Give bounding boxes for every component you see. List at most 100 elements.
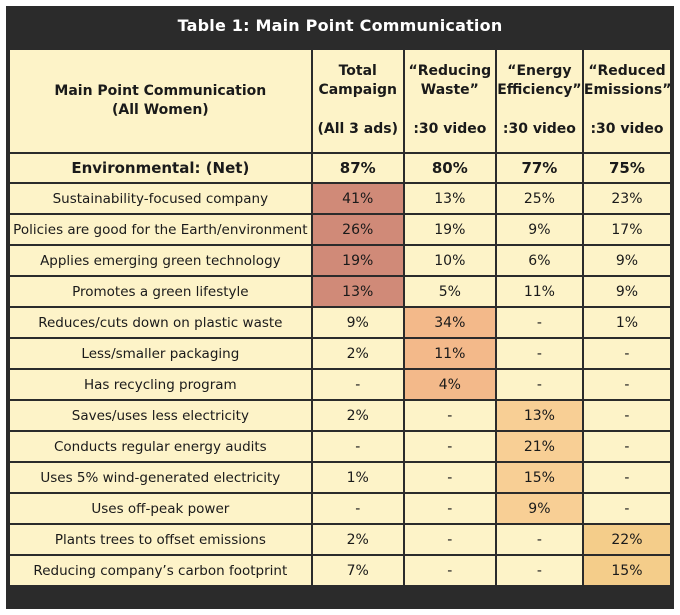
cell-energy: 15% [496,463,582,492]
cell-total: 2% [312,401,403,430]
header-label-line2: (All Women) [111,102,209,118]
cell-energy: - [496,525,582,554]
net-value-total: 87% [312,154,403,182]
cell-waste: - [404,401,495,430]
cell-emissions: - [583,370,670,399]
table-row: Uses off-peak power - - 9% - [10,494,670,523]
table-row: Uses 5% wind-generated electricity 1% - … [10,463,670,492]
cell-emissions: 1% [583,308,670,337]
header-label-line1: Main Point Communication [54,83,267,99]
row-label: Reducing company’s carbon footprint [10,556,311,585]
row-label: Saves/uses less electricity [10,401,311,430]
cell-emissions: 17% [583,215,670,244]
cell-emissions: 9% [583,277,670,306]
net-row: Environmental: (Net) 87% 80% 77% 75% [10,154,670,182]
net-value-emissions: 75% [583,154,670,182]
cell-energy: 13% [496,401,582,430]
cell-waste: 34% [404,308,495,337]
cell-total: 9% [312,308,403,337]
cell-total: - [312,432,403,461]
table-row: Saves/uses less electricity 2% - 13% - [10,401,670,430]
table-row: Conducts regular energy audits - - 21% - [10,432,670,461]
row-label: Sustainability-focused company [10,184,311,213]
cell-emissions: - [583,432,670,461]
cell-emissions: 9% [583,246,670,275]
table-row: Has recycling program - 4% - - [10,370,670,399]
cell-waste: - [404,556,495,585]
cell-waste: 10% [404,246,495,275]
cell-waste: 11% [404,339,495,368]
cell-energy: - [496,339,582,368]
header-reducing-waste: “Reducing Waste” :30 video [404,50,495,152]
table-row: Plants trees to offset emissions 2% - - … [10,525,670,554]
row-label: Has recycling program [10,370,311,399]
cell-total: - [312,370,403,399]
table-row: Sustainability-focused company 41% 13% 2… [10,184,670,213]
cell-energy: - [496,556,582,585]
row-label: Reduces/cuts down on plastic waste [10,308,311,337]
cell-energy: 6% [496,246,582,275]
header-energy-efficiency: “Energy Efficiency” :30 video [496,50,582,152]
cell-emissions: - [583,339,670,368]
row-label: Less/smaller packaging [10,339,311,368]
header-col-sub: :30 video [413,121,487,137]
header-col-title-line2: Campaign [318,82,398,98]
cell-energy: 25% [496,184,582,213]
cell-emissions: 22% [583,525,670,554]
cell-total: 2% [312,525,403,554]
cell-waste: 19% [404,215,495,244]
row-label: Uses off-peak power [10,494,311,523]
cell-energy: 9% [496,215,582,244]
header-col-title-line2: Emissions” [583,82,670,98]
row-label: Plants trees to offset emissions [10,525,311,554]
header-col-title-line2: Waste” [420,82,479,98]
table-row: Promotes a green lifestyle 13% 5% 11% 9% [10,277,670,306]
cell-total: 7% [312,556,403,585]
cell-waste: 5% [404,277,495,306]
cell-total: 13% [312,277,403,306]
cell-waste: 13% [404,184,495,213]
net-value-energy: 77% [496,154,582,182]
header-col-title-line1: “Reducing [408,63,492,79]
cell-waste: - [404,463,495,492]
header-col-title-line1: “Reduced [588,63,666,79]
net-label: Environmental: (Net) [10,154,311,182]
row-label: Policies are good for the Earth/environm… [10,215,311,244]
row-label: Uses 5% wind-generated electricity [10,463,311,492]
table-row: Less/smaller packaging 2% 11% - - [10,339,670,368]
row-label: Conducts regular energy audits [10,432,311,461]
cell-energy: 9% [496,494,582,523]
cell-emissions: 15% [583,556,670,585]
cell-emissions: - [583,494,670,523]
cell-emissions: - [583,401,670,430]
cell-energy: 21% [496,432,582,461]
header-reduced-emissions: “Reduced Emissions” :30 video [583,50,670,152]
table-title: Table 1: Main Point Communication [177,16,503,35]
cell-emissions: 23% [583,184,670,213]
cell-total: 26% [312,215,403,244]
cell-energy: - [496,370,582,399]
cell-waste: 4% [404,370,495,399]
row-label: Applies emerging green technology [10,246,311,275]
cell-total: 1% [312,463,403,492]
table-panel: Table 1: Main Point Communication Main P… [6,6,674,609]
table-row: Reducing company’s carbon footprint 7% -… [10,556,670,585]
cell-total: - [312,494,403,523]
header-row: Main Point Communication (All Women) Tot… [10,50,670,152]
header-col-title-line1: Total [338,63,377,79]
header-total-campaign: Total Campaign (All 3 ads) [312,50,403,152]
cell-waste: - [404,494,495,523]
cell-emissions: - [583,463,670,492]
row-label: Promotes a green lifestyle [10,277,311,306]
table-row: Applies emerging green technology 19% 10… [10,246,670,275]
header-col-sub: :30 video [590,121,664,137]
header-col-sub: :30 video [502,121,576,137]
cell-waste: - [404,525,495,554]
table-row: Policies are good for the Earth/environm… [10,215,670,244]
header-col-title-line1: “Energy [507,63,572,79]
cell-total: 2% [312,339,403,368]
cell-energy: 11% [496,277,582,306]
table-row: Reduces/cuts down on plastic waste 9% 34… [10,308,670,337]
main-point-table: Main Point Communication (All Women) Tot… [8,48,672,587]
net-value-waste: 80% [404,154,495,182]
